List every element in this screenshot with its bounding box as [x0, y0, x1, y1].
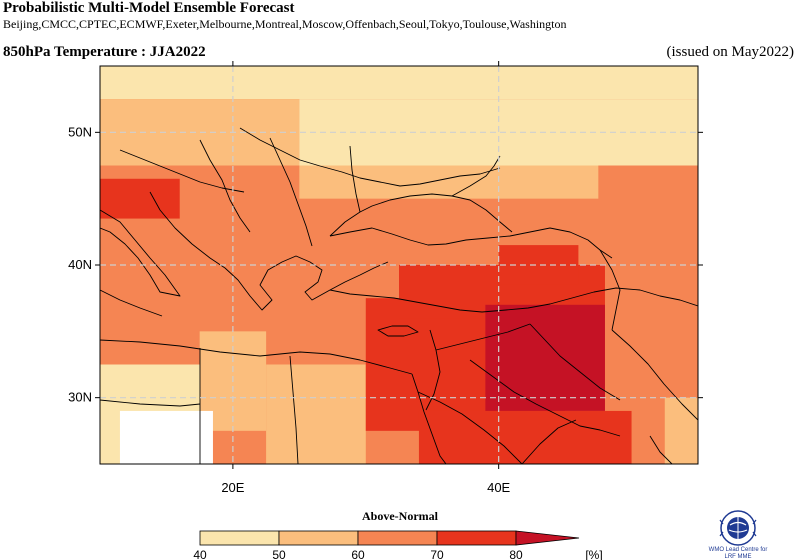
wmo-logo: WMO Lead Centre for LRF MME — [709, 510, 768, 560]
probability-cell — [266, 364, 366, 464]
colorbar-tick-label: 40 — [193, 548, 207, 560]
graticule — [100, 66, 698, 464]
country-borders — [100, 127, 698, 464]
no-signal-cell — [119, 410, 213, 464]
colorbar-tick-label: 60 — [351, 548, 365, 560]
lat-tick-label: 50N — [68, 124, 92, 139]
colorbar-title: Above-Normal — [362, 509, 439, 523]
variable-season-label: 850hPa Temperature : JJA2022 — [3, 44, 206, 60]
probability-cell — [100, 66, 698, 100]
probability-cell — [418, 410, 632, 464]
colorbar-bin — [199, 530, 280, 546]
colorbar-bin — [436, 530, 517, 546]
chart-title: Probabilistic Multi-Model Ensemble Forec… — [3, 0, 295, 16]
colorbar: Above-Normal 40 50 60 70 80 [%] — [193, 509, 602, 560]
probability-cell — [100, 178, 180, 219]
colorbar-arrow — [515, 530, 580, 546]
colorbar-unit: [%] — [585, 548, 602, 560]
colorbar-tick-label: 70 — [430, 548, 444, 560]
lon-tick-label: 40E — [487, 480, 510, 495]
probability-cell — [100, 99, 300, 166]
logo-line2: LRF MME — [725, 554, 752, 560]
probability-cell — [299, 165, 599, 199]
contributing-centres: Beijing,CMCC,CPTEC,ECMWF,Exeter,Melbourn… — [3, 17, 567, 31]
colorbar-tick-label: 80 — [509, 548, 523, 560]
wmo-emblem-icon — [719, 510, 757, 546]
probability-cells — [100, 66, 698, 464]
colorbar-bin — [278, 530, 359, 546]
colorbar-bin — [357, 530, 438, 546]
lat-tick-label: 30N — [68, 390, 92, 405]
issue-date-label: (issued on May2022) — [666, 44, 795, 60]
lon-tick-label: 20E — [221, 480, 244, 495]
probability-cell — [664, 397, 698, 464]
colorbar-tick-label: 50 — [272, 548, 286, 560]
axis-ticks: 50N 40N 30N 20E 40E — [68, 61, 703, 495]
lat-tick-label: 40N — [68, 257, 92, 272]
probability-cell — [485, 304, 605, 411]
logo-line1: WMO Lead Centre for — [709, 547, 768, 553]
